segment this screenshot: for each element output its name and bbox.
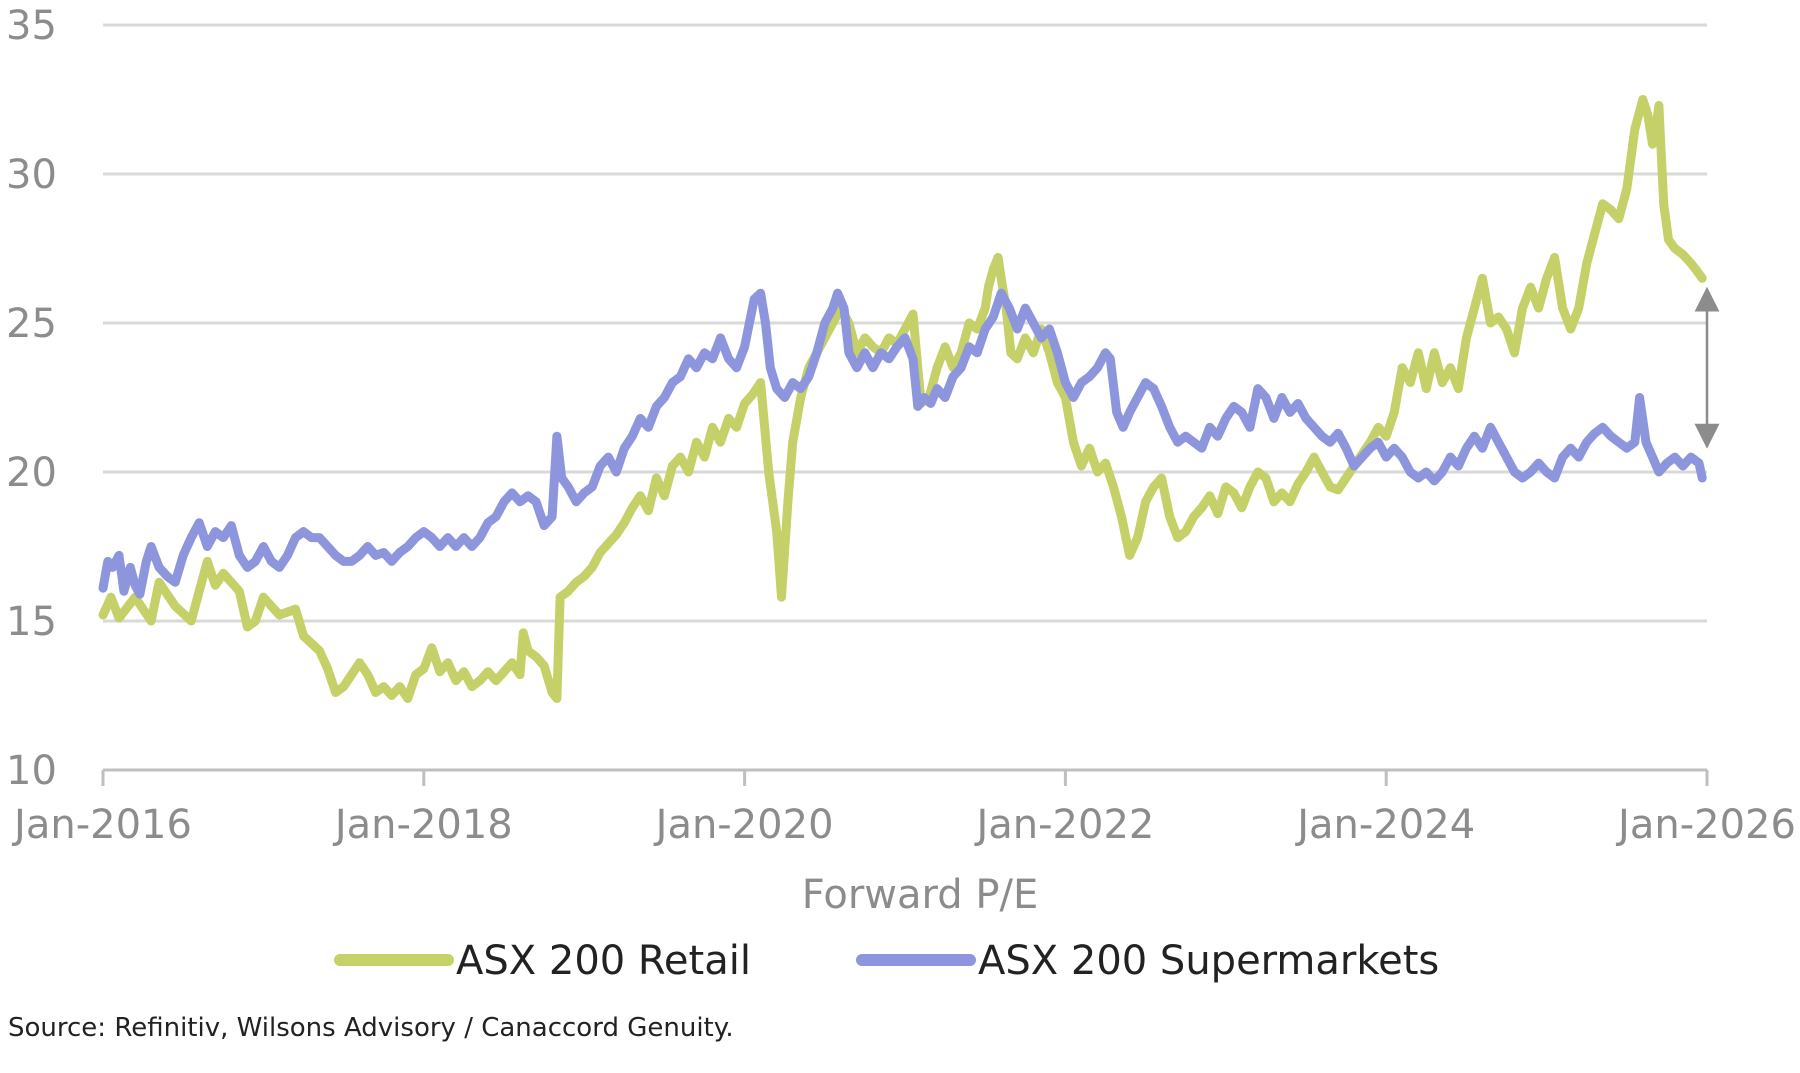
series-line-1 bbox=[98, 288, 1707, 599]
x-tick-label-1: Jan-2018 bbox=[332, 802, 513, 848]
legend-label-retail: ASX 200 Retail bbox=[456, 938, 751, 984]
series-line-0 bbox=[98, 95, 1707, 703]
y-tick-label-20: 20 bbox=[6, 450, 57, 496]
y-tick-label-10: 10 bbox=[6, 748, 57, 794]
y-tick-label-30: 30 bbox=[6, 152, 57, 198]
x-axis-title: Forward P/E bbox=[802, 872, 1038, 918]
x-tick-label-0: Jan-2016 bbox=[11, 802, 192, 848]
legend: ASX 200 Retail ASX 200 Supermarkets bbox=[334, 938, 1439, 984]
y-tick-label-35: 35 bbox=[6, 3, 57, 49]
x-tick-label-5: Jan-2026 bbox=[1615, 802, 1796, 848]
y-tick-label-25: 25 bbox=[6, 301, 57, 347]
x-tick-label-3: Jan-2022 bbox=[973, 802, 1154, 848]
y-tick-label-15: 15 bbox=[6, 599, 57, 645]
series-lines bbox=[98, 95, 1707, 703]
y-axis-ticks: 10 15 20 25 30 35 bbox=[6, 3, 57, 794]
x-tick-label-2: Jan-2020 bbox=[653, 802, 834, 848]
x-tick-label-4: Jan-2024 bbox=[1294, 802, 1475, 848]
x-axis-ticks: Jan-2016 Jan-2018 Jan-2020 Jan-2022 Jan-2024… bbox=[11, 770, 1796, 848]
source-note: Source: Refinitiv, Wilsons Advisory / Ca… bbox=[8, 1013, 734, 1043]
legend-label-supermarkets: ASX 200 Supermarkets bbox=[978, 938, 1439, 984]
